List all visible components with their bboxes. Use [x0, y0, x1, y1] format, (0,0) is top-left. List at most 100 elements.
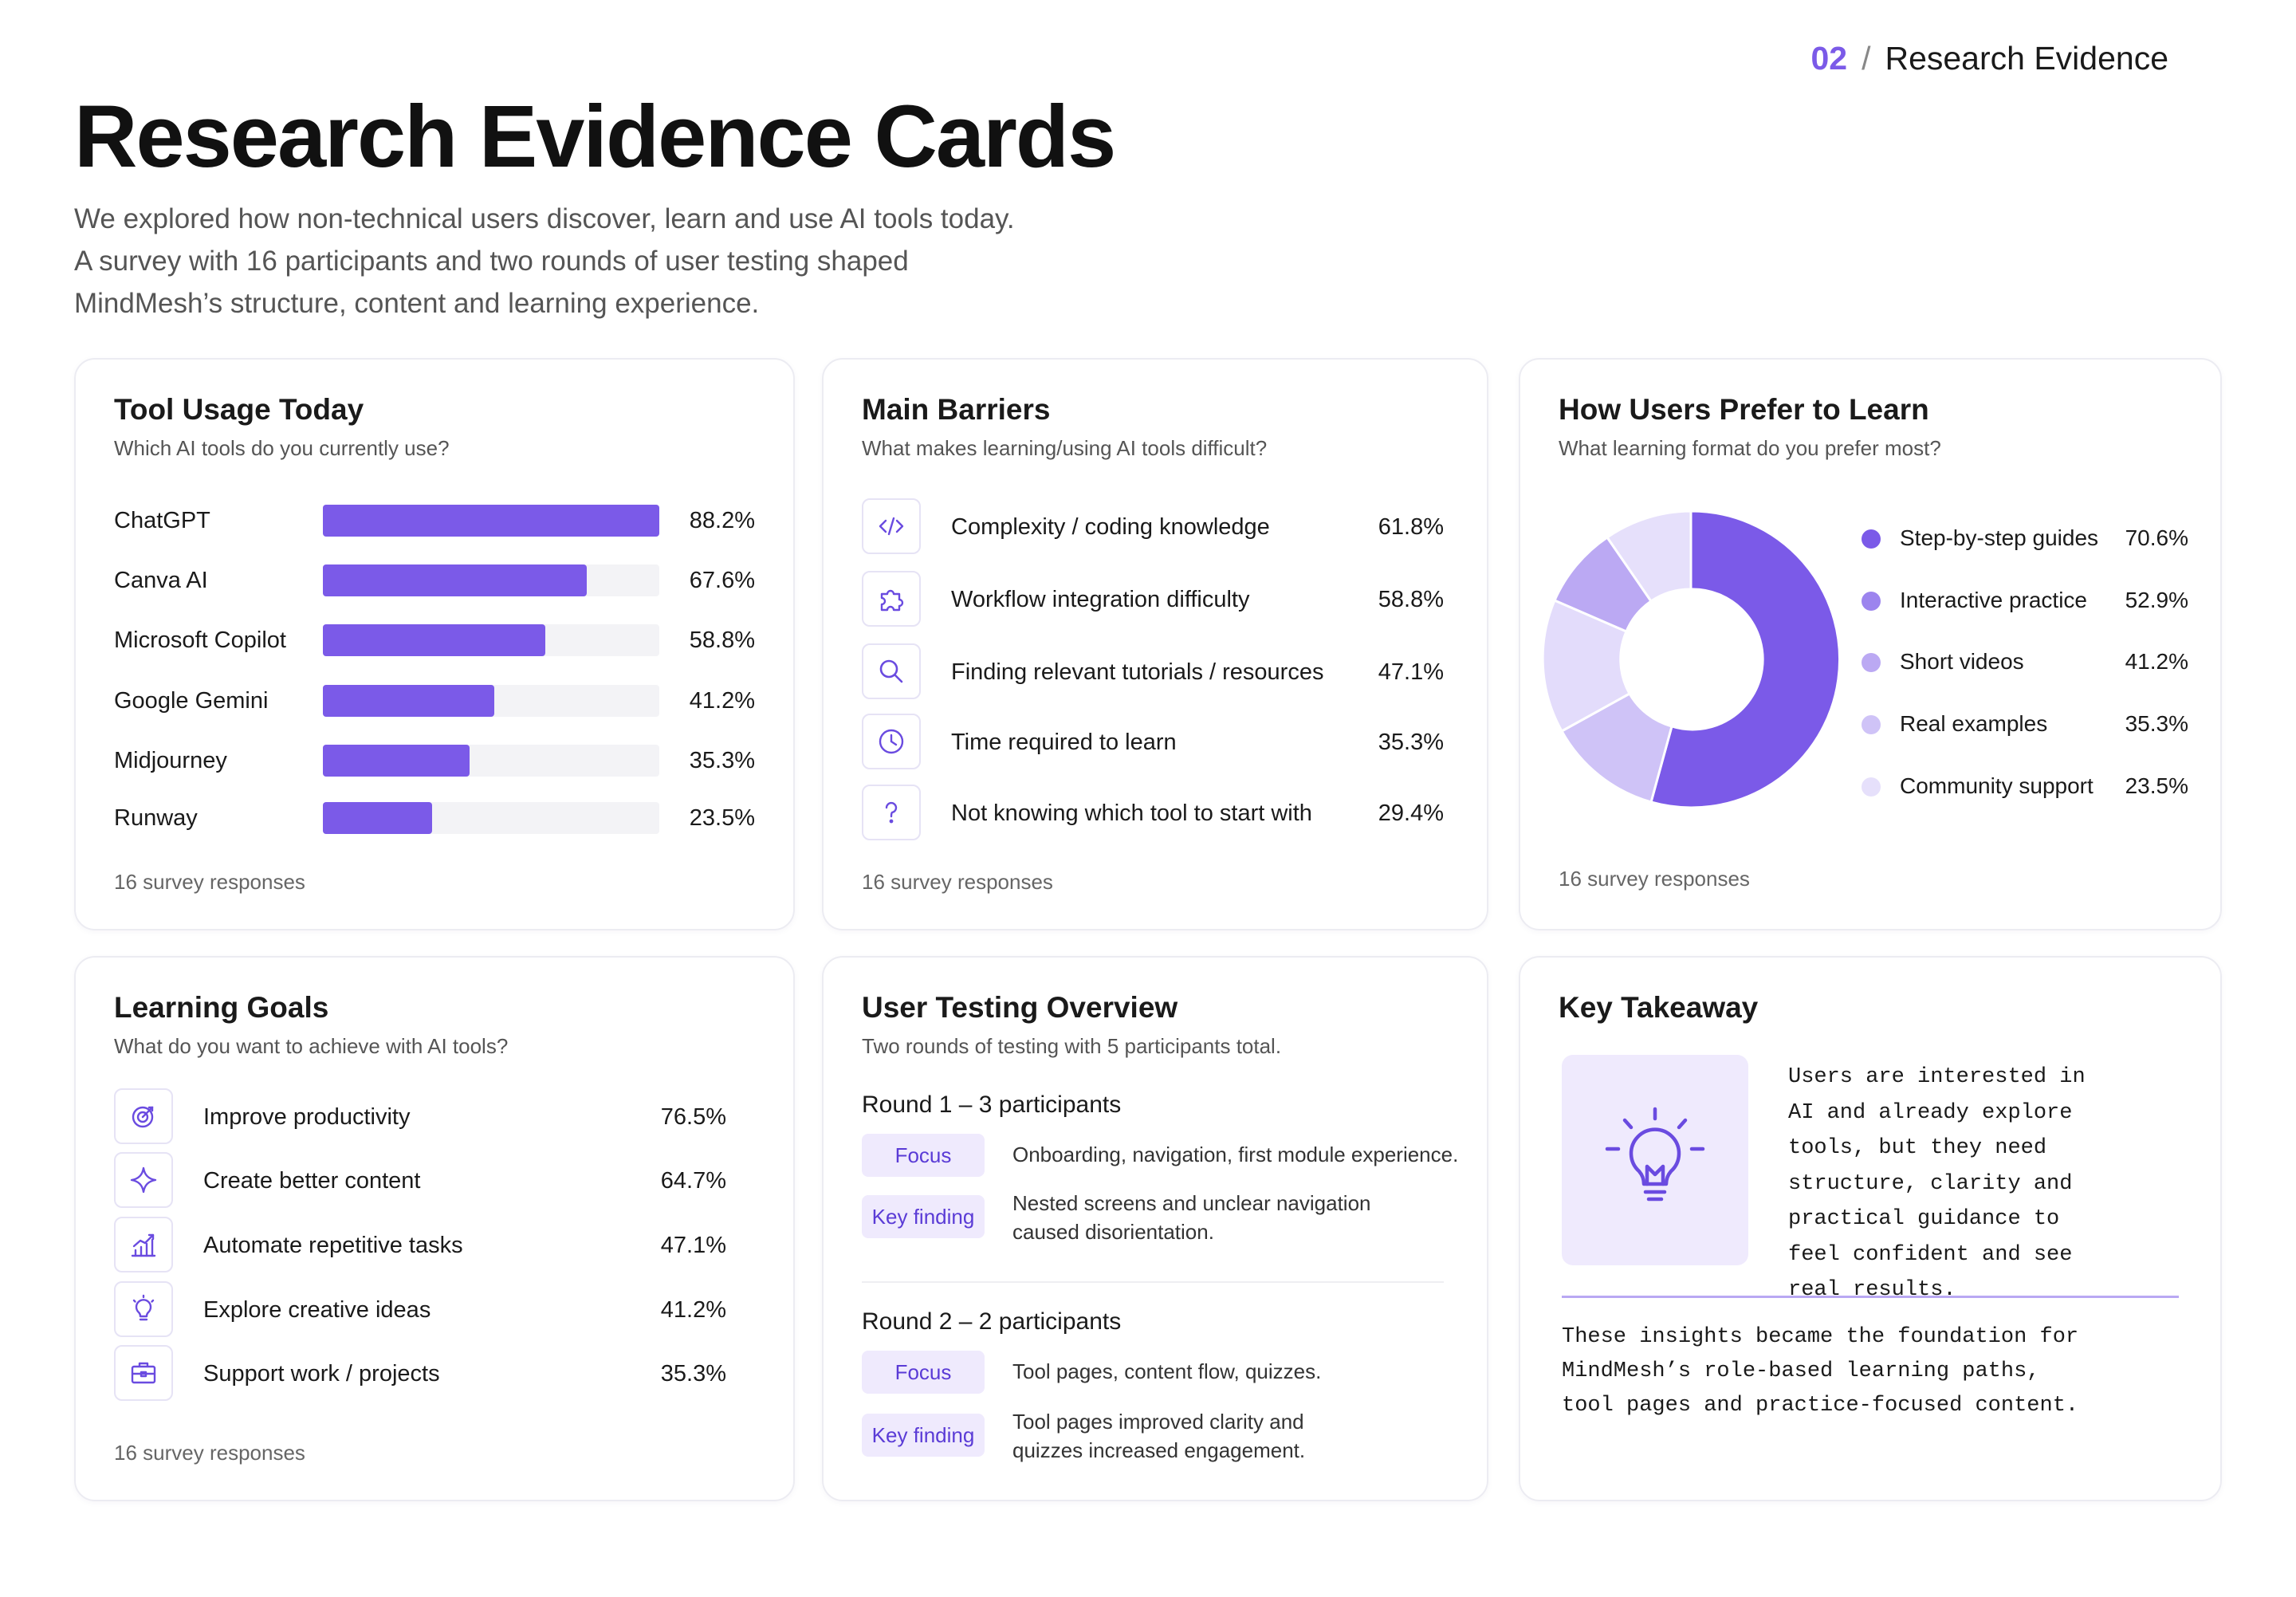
barrier-label: Workflow integration difficulty [951, 587, 1250, 612]
bar-row-google-gemini: Google Gemini 41.2% [114, 683, 755, 718]
card-footer: 16 survey responses [862, 870, 1053, 894]
barrier-label: Time required to learn [951, 730, 1177, 755]
barrier-label: Finding relevant tutorials / resources [951, 659, 1324, 685]
bar-track [323, 802, 659, 834]
legend-value: 52.9% [2125, 588, 2188, 612]
barrier-label: Not knowing which tool to start with [951, 800, 1312, 826]
barrier-value: 29.4% [1378, 800, 1444, 826]
card-title: Main Barriers [862, 393, 1051, 426]
legend-value: 35.3% [2125, 711, 2188, 736]
round-title: Round 1 – 3 participants [862, 1092, 1122, 1118]
bar-track [323, 624, 659, 656]
takeaway-main-text: Users are interested in AI and already e… [1788, 1065, 2086, 1302]
barrier-value: 58.8% [1378, 587, 1444, 612]
legend-item: Real examples 35.3% [1862, 710, 2188, 741]
round-title: Round 2 – 2 participants [862, 1308, 1122, 1335]
bar-row-canva-ai: Canva AI 67.6% [114, 563, 755, 598]
bar-label: Canva AI [114, 568, 208, 593]
goal-label: Automate repetitive tasks [203, 1233, 463, 1258]
legend-item: Community support 23.5% [1862, 772, 2188, 804]
bar-fill [323, 802, 433, 834]
puzzle-icon [862, 571, 921, 627]
intro-line: MindMesh’s structure, content and learni… [74, 288, 760, 319]
legend-swatch [1862, 715, 1881, 734]
card-footer: 16 survey responses [114, 1441, 305, 1465]
goal-value: 47.1% [660, 1233, 726, 1258]
goal-row: Explore creative ideas 41.2% [114, 1281, 726, 1337]
barrier-row: Workflow integration difficulty 58.8% [862, 571, 1444, 627]
card-title: Tool Usage Today [114, 393, 364, 426]
bar-track [323, 505, 659, 537]
donut-chart [1543, 511, 1839, 808]
legend-swatch [1862, 653, 1881, 672]
section-number: 02 [1810, 40, 1848, 77]
lightbulb-icon [1605, 1107, 1705, 1202]
target-icon [114, 1088, 173, 1144]
focus-text: Tool pages, content flow, quizzes. [1012, 1359, 1322, 1383]
barrier-value: 61.8% [1378, 514, 1444, 540]
bar-value: 88.2% [689, 508, 755, 533]
section-eyebrow: 02 / Research Evidence [1810, 40, 2168, 77]
legend-item: Step-by-step guides 70.6% [1862, 524, 2188, 556]
focus-tag: Focus [862, 1134, 985, 1177]
main-barriers-card: Main Barriers What makes learning/using … [822, 358, 1488, 930]
card-subtitle: What learning format do you prefer most? [1559, 436, 1941, 460]
user-testing-card: User Testing Overview Two rounds of test… [822, 956, 1488, 1501]
goal-value: 35.3% [660, 1361, 726, 1387]
legend-value: 41.2% [2125, 649, 2188, 674]
bar-label: Midjourney [114, 748, 227, 773]
bar-label: Microsoft Copilot [114, 627, 286, 653]
barrier-row: Finding relevant tutorials / resources 4… [862, 643, 1444, 699]
goal-row: Create better content 64.7% [114, 1152, 726, 1208]
bar-label: ChatGPT [114, 508, 210, 533]
bar-track [323, 685, 659, 717]
bar-row-chatgpt: ChatGPT 88.2% [114, 503, 755, 538]
key-takeaway-card: Key Takeaway Users are interested in AI … [1519, 956, 2222, 1501]
legend-label: Real examples [1900, 711, 2048, 736]
focus-tag: Focus [862, 1351, 985, 1394]
legend-value: 70.6% [2125, 525, 2188, 550]
bar-fill [323, 745, 470, 777]
lightbulb-icon [114, 1281, 173, 1337]
tool-usage-card: Tool Usage Today Which AI tools do you c… [74, 358, 795, 930]
search-icon [862, 643, 921, 699]
donut-slice-community-support [1605, 511, 1693, 604]
bar-label: Runway [114, 805, 198, 831]
bar-value: 35.3% [689, 748, 755, 773]
bar-value: 41.2% [689, 688, 755, 714]
donut-slice-step-by-step-guides [1649, 511, 1839, 808]
goal-label: Improve productivity [203, 1104, 411, 1130]
card-footer: 16 survey responses [1559, 867, 1750, 891]
intro-line: A survey with 16 participants and two ro… [74, 246, 909, 277]
legend-label: Interactive practice [1900, 588, 2087, 612]
key-finding-text: Tool pages improved clarity and quizzes … [1012, 1410, 1306, 1462]
page-intro: We explored how non-technical users disc… [74, 198, 1111, 325]
barrier-row: Time required to learn 35.3% [862, 714, 1444, 769]
card-footer: 16 survey responses [114, 870, 305, 894]
legend-value: 23.5% [2125, 773, 2188, 798]
bar-fill [323, 624, 545, 656]
legend-label: Short videos [1900, 649, 2024, 674]
barrier-value: 47.1% [1378, 659, 1444, 685]
bar-label: Google Gemini [114, 688, 269, 714]
card-title: User Testing Overview [862, 991, 1178, 1024]
takeaway-illustration [1562, 1055, 1748, 1265]
legend-swatch [1862, 592, 1881, 611]
card-subtitle: Which AI tools do you currently use? [114, 436, 450, 460]
goal-value: 41.2% [660, 1297, 726, 1323]
section-separator: / [1862, 40, 1871, 77]
card-title: Learning Goals [114, 991, 329, 1024]
goal-row: Improve productivity 76.5% [114, 1088, 726, 1144]
learning-goals-card: Learning Goals What do you want to achie… [74, 956, 795, 1501]
bar-value: 23.5% [689, 805, 755, 831]
goal-row: Automate repetitive tasks 47.1% [114, 1217, 726, 1272]
legend-item: Interactive practice 52.9% [1862, 586, 2188, 618]
barrier-label: Complexity / coding knowledge [951, 514, 1270, 540]
card-title: Key Takeaway [1559, 991, 1759, 1024]
barrier-value: 35.3% [1378, 730, 1444, 755]
key-finding-tag: Key finding [862, 1195, 985, 1238]
goal-label: Create better content [203, 1168, 421, 1194]
barrier-row: Complexity / coding knowledge 61.8% [862, 498, 1444, 554]
code-icon [862, 498, 921, 554]
key-finding-tag: Key finding [862, 1414, 985, 1457]
